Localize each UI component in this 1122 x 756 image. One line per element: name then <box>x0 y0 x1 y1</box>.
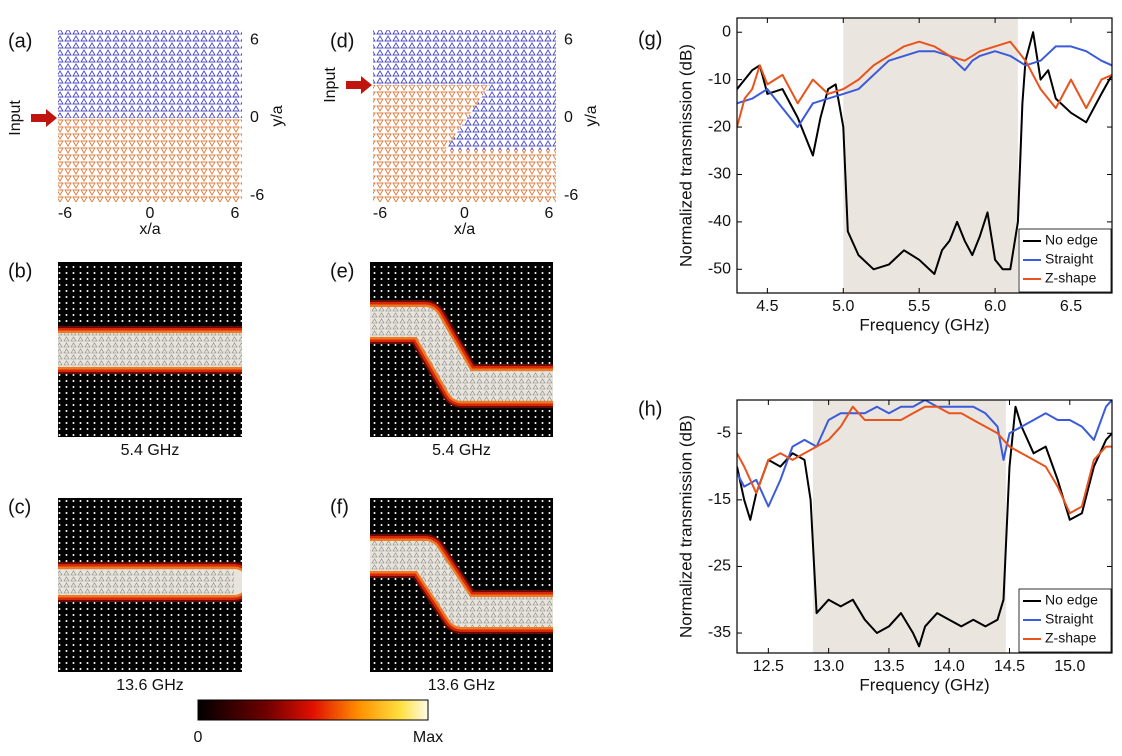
x-tick-label: 6 <box>230 205 239 222</box>
x-tick-label: 12.5 <box>753 658 784 675</box>
shaded-region <box>843 18 1018 293</box>
x-tick-label: -6 <box>58 205 72 222</box>
y-tick-label: -5 <box>717 425 731 442</box>
panel-label: (g) <box>638 28 662 50</box>
field-band <box>370 534 553 634</box>
field-band <box>370 300 553 408</box>
caption: 13.6 GHz <box>428 677 496 694</box>
x-tick-label: 0 <box>460 205 469 222</box>
caption: 5.4 GHz <box>121 442 180 459</box>
input-arrow <box>31 108 57 127</box>
plot-lines <box>737 31 1112 275</box>
y-tick-label: 0 <box>250 109 259 126</box>
x-tick-label: 13.0 <box>813 658 844 675</box>
x-axis-label: Frequency (GHz) <box>859 675 989 694</box>
y-tick-label: -6 <box>564 187 578 204</box>
x-tick-label: 4.5 <box>756 298 778 315</box>
caption: 5.4 GHz <box>432 442 491 459</box>
x-tick-label: 6 <box>545 205 554 222</box>
lower-lattice <box>58 117 242 202</box>
y-tick-label: -15 <box>708 491 731 508</box>
x-tick-label: 6.0 <box>984 298 1006 315</box>
y-axis-label: y/a <box>269 105 286 126</box>
legend-label: Straight <box>1045 611 1093 627</box>
input-arrow <box>346 76 372 94</box>
series-line <box>737 31 1112 275</box>
y-tick-label: 0 <box>722 23 731 40</box>
y-axis-label: y/a <box>583 105 600 126</box>
shaded-region <box>812 400 1006 653</box>
y-tick-label: -30 <box>708 166 731 183</box>
y-tick-label: -25 <box>708 558 731 575</box>
input-label: Input <box>7 100 24 136</box>
legend-label: Z-shape <box>1045 630 1097 646</box>
y-tick-label: -10 <box>708 71 731 88</box>
colorbar-label: 0 <box>194 729 203 746</box>
x-tick-label: -6 <box>373 205 387 222</box>
plot-frame <box>736 17 1113 294</box>
y-tick-label: 6 <box>250 32 259 49</box>
y-axis-label: Normalized transmission (dB) <box>676 44 695 267</box>
panel-label: (c) <box>8 496 31 518</box>
panel-label: (e) <box>330 260 354 282</box>
panel-label: (a) <box>8 30 32 52</box>
legend-label: No edge <box>1045 232 1098 248</box>
panel-label: (b) <box>8 260 32 282</box>
y-tick-label: -20 <box>708 118 731 135</box>
y-axis-label: Normalized transmission (dB) <box>676 415 695 638</box>
x-tick-label: 5.0 <box>832 298 854 315</box>
x-tick-label: 14.5 <box>994 658 1025 675</box>
x-tick-label: 0 <box>146 205 155 222</box>
x-tick-label: 14.0 <box>934 658 965 675</box>
x-tick-label: 6.5 <box>1060 298 1082 315</box>
x-axis-label: x/a <box>139 221 160 238</box>
colorbar-label: Max <box>413 729 443 746</box>
y-tick-label: -6 <box>250 187 264 204</box>
input-label: Input <box>322 67 339 103</box>
y-tick-label: 0 <box>564 109 573 126</box>
legend-label: No edge <box>1045 592 1098 608</box>
x-axis-label: x/a <box>454 221 475 238</box>
y-tick-label: -35 <box>708 624 731 641</box>
series-line <box>737 40 1112 128</box>
lower-lattice <box>373 85 556 202</box>
legend-label: Straight <box>1045 251 1093 267</box>
colorbar <box>197 699 429 721</box>
y-tick-label: 6 <box>564 32 573 49</box>
series-line <box>737 400 1112 508</box>
y-tick-label: -50 <box>708 261 731 278</box>
y-tick-label: -40 <box>708 213 731 230</box>
panel-label: (f) <box>330 496 349 518</box>
x-tick-label: 13.5 <box>873 658 904 675</box>
series-line <box>737 405 1112 648</box>
series-line <box>737 405 1112 515</box>
panel-label: (h) <box>638 398 662 420</box>
legend-label: Z-shape <box>1045 270 1097 286</box>
plot-frame <box>736 399 1113 654</box>
band-lattice <box>370 541 553 627</box>
panel-label: (d) <box>330 30 354 52</box>
x-tick-label: 5.5 <box>908 298 930 315</box>
x-axis-label: Frequency (GHz) <box>859 315 989 334</box>
x-tick-label: 15.0 <box>1054 658 1085 675</box>
band-lattice <box>370 307 553 401</box>
plot-lines <box>737 400 1112 648</box>
series-line <box>737 45 1112 129</box>
caption: 13.6 GHz <box>116 677 184 694</box>
